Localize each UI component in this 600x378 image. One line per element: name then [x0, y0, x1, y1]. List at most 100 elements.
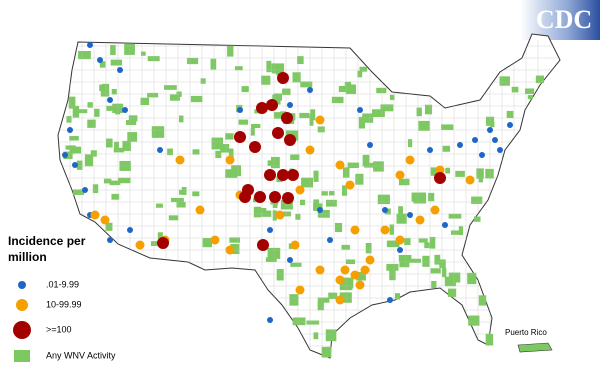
activity-area [99, 84, 105, 92]
activity-area [506, 110, 514, 119]
incidence-dot [317, 207, 323, 213]
incidence-dot [157, 147, 163, 153]
incidence-dot [249, 141, 261, 153]
incidence-dot [380, 225, 390, 235]
activity-area [147, 56, 160, 62]
incidence-dot [307, 87, 313, 93]
activity-area [200, 78, 206, 84]
activity-area [325, 329, 337, 342]
incidence-dot [234, 131, 246, 143]
activity-area [75, 109, 88, 114]
activity-area [321, 191, 328, 196]
incidence-dot [122, 107, 128, 113]
activity-area [389, 268, 396, 281]
activity-area [377, 194, 390, 205]
incidence-dot [282, 192, 294, 204]
activity-area [386, 240, 400, 248]
activity-area [72, 189, 85, 195]
activity-area [202, 237, 213, 248]
activity-area [429, 236, 436, 249]
incidence-dot [350, 270, 360, 280]
activity-area [68, 96, 76, 109]
incidence-dot [266, 99, 278, 111]
activity-area [347, 162, 360, 169]
activity-area [156, 203, 163, 208]
activity-area [428, 192, 435, 202]
activity-area [215, 150, 222, 158]
activity-area [151, 126, 165, 138]
incidence-dot [415, 215, 425, 225]
activity-area [328, 191, 335, 196]
incidence-dot [479, 152, 485, 158]
activity-area [299, 112, 310, 119]
incidence-dot [269, 191, 281, 203]
incidence-dot [267, 317, 273, 323]
incidence-dot [430, 205, 440, 215]
activity-area [396, 213, 407, 224]
activity-area [290, 262, 302, 267]
incidence-dot [277, 169, 289, 181]
activity-area [297, 56, 304, 65]
incidence-dot [239, 191, 251, 203]
activity-area [455, 170, 465, 177]
activity-area [211, 137, 224, 150]
activity-area [181, 186, 187, 195]
incidence-dot [195, 205, 205, 215]
activity-area [341, 244, 350, 250]
activity-area [110, 59, 123, 66]
activity-area [442, 268, 447, 278]
incidence-dot [281, 112, 293, 124]
activity-area [384, 208, 391, 215]
activity-area [76, 160, 83, 170]
incidence-dot [257, 239, 269, 251]
incidence-dot [365, 255, 375, 265]
activity-area [272, 210, 277, 221]
legend-symbol [14, 350, 30, 362]
activity-area [292, 72, 301, 83]
activity-area [128, 115, 138, 122]
activity-area [111, 88, 117, 95]
activity-area [300, 81, 313, 88]
activity-area [106, 105, 118, 111]
activity-area [430, 268, 441, 274]
legend: .01-9.99 10-99.99 >=100 Any WNV Activity [13, 279, 116, 362]
incidence-dot [237, 107, 243, 113]
activity-area [273, 112, 283, 119]
incidence-dot [267, 227, 273, 233]
activity-area [398, 178, 410, 186]
incidence-dots [62, 42, 513, 323]
activity-area [358, 116, 366, 129]
activity-area [362, 154, 370, 167]
activity-area [511, 86, 519, 93]
activity-area [280, 200, 293, 210]
activity-area [238, 119, 249, 125]
incidence-dot [305, 145, 315, 155]
activity-area [109, 180, 121, 186]
puerto-rico [517, 342, 553, 353]
activity-area [535, 75, 545, 84]
activity-area [192, 149, 200, 155]
incidence-dot [107, 237, 113, 243]
activity-area [63, 151, 73, 160]
activity-area [110, 44, 116, 56]
incidence-dot [382, 207, 388, 213]
legend-label: Any WNV Activity [46, 350, 116, 360]
activity-area [71, 146, 82, 154]
activity-area [439, 259, 446, 269]
activity-area [69, 145, 75, 154]
activity-area [170, 197, 184, 203]
activity-area [282, 88, 291, 96]
incidence-dot [272, 127, 284, 139]
incidence-dot [472, 137, 478, 143]
incidence-dot [295, 285, 305, 295]
activity-area [253, 206, 262, 218]
activity-area [260, 207, 267, 214]
activity-area [225, 133, 234, 140]
activity-area [342, 277, 354, 289]
activity-area [373, 161, 384, 172]
activity-area [292, 317, 306, 326]
incidence-dot [82, 187, 88, 193]
activity-area [413, 192, 427, 204]
activity-area [231, 165, 242, 177]
activity-area [105, 222, 113, 231]
